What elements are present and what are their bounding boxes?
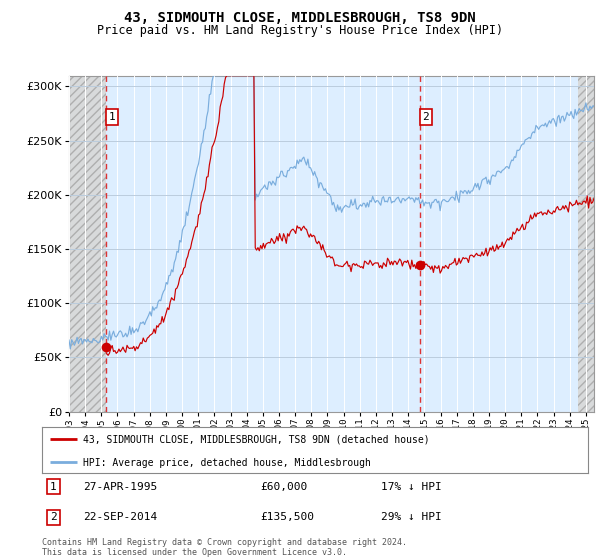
Text: £60,000: £60,000 (260, 482, 308, 492)
Text: 2: 2 (422, 112, 429, 122)
Text: Price paid vs. HM Land Registry's House Price Index (HPI): Price paid vs. HM Land Registry's House … (97, 24, 503, 36)
Text: 22-SEP-2014: 22-SEP-2014 (83, 512, 157, 522)
Bar (578, 76, 594, 412)
Bar (69, 76, 106, 412)
Text: HPI: Average price, detached house, Middlesbrough: HPI: Average price, detached house, Midd… (83, 458, 371, 468)
Text: 17% ↓ HPI: 17% ↓ HPI (380, 482, 441, 492)
Text: 43, SIDMOUTH CLOSE, MIDDLESBROUGH, TS8 9DN: 43, SIDMOUTH CLOSE, MIDDLESBROUGH, TS8 9… (124, 11, 476, 25)
Text: 2: 2 (50, 512, 57, 522)
Text: £135,500: £135,500 (260, 512, 314, 522)
Text: Contains HM Land Registry data © Crown copyright and database right 2024.
This d: Contains HM Land Registry data © Crown c… (42, 538, 407, 557)
Text: 29% ↓ HPI: 29% ↓ HPI (380, 512, 441, 522)
Text: 27-APR-1995: 27-APR-1995 (83, 482, 157, 492)
Text: 1: 1 (50, 482, 57, 492)
Text: 43, SIDMOUTH CLOSE, MIDDLESBROUGH, TS8 9DN (detached house): 43, SIDMOUTH CLOSE, MIDDLESBROUGH, TS8 9… (83, 435, 430, 445)
Text: 1: 1 (109, 112, 116, 122)
